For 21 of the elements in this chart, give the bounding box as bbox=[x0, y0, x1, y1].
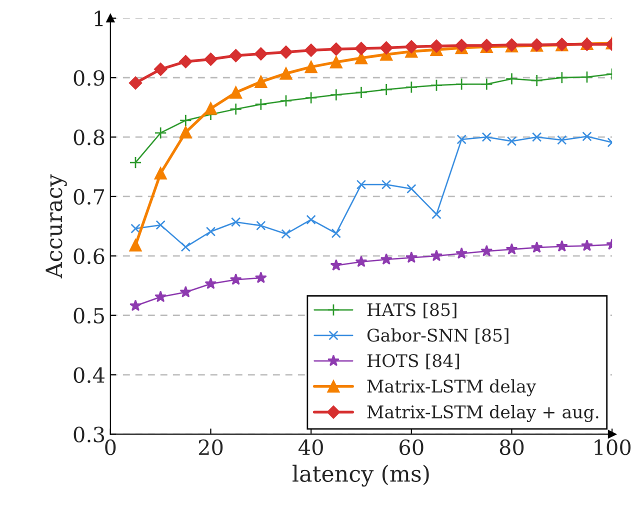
y-tick-label: 0.9 bbox=[74, 70, 104, 86]
y-tick-label: 0.7 bbox=[74, 188, 104, 205]
x-axis-title: latency (ms) bbox=[292, 464, 429, 487]
x-tick-label: 0 bbox=[105, 439, 116, 456]
legend-label: Matrix-LSTM delay bbox=[367, 379, 536, 396]
y-tick-label: 0.5 bbox=[74, 308, 104, 324]
x-tick-label: 20 bbox=[198, 439, 223, 456]
x-tick-label: 80 bbox=[500, 439, 524, 456]
y-tick-label: 0.3 bbox=[74, 426, 104, 442]
y-axis-title: Accuracy bbox=[46, 174, 67, 278]
x-tick-label: 100 bbox=[594, 439, 631, 456]
y-tick-label: 1 bbox=[94, 10, 103, 26]
x-tick-label: 40 bbox=[298, 439, 323, 456]
legend-label: Gabor-SNN [85] bbox=[367, 328, 508, 344]
y-tick-label: 0.4 bbox=[74, 367, 105, 383]
y-tick-label: 0.6 bbox=[74, 248, 104, 264]
legend-label: HOTS [84] bbox=[367, 354, 459, 370]
x-tick-label: 60 bbox=[400, 439, 424, 456]
legend-label: Matrix-LSTM delay + aug. bbox=[367, 405, 598, 422]
y-tick-label: 0.8 bbox=[74, 130, 104, 146]
legend-label: HATS [85] bbox=[367, 302, 456, 318]
